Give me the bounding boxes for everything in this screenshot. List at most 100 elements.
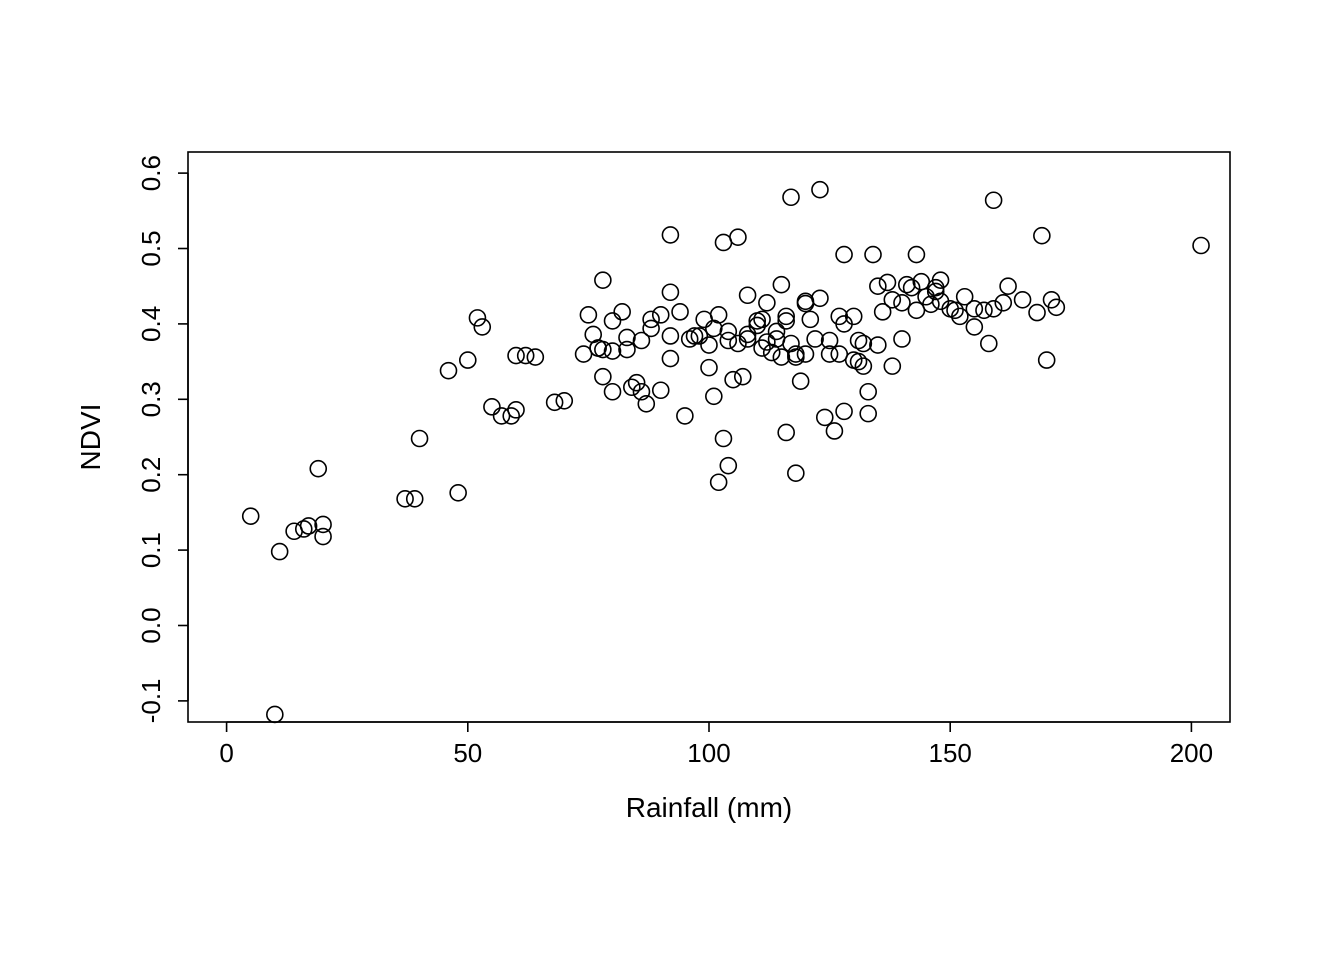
data-point (711, 307, 727, 323)
data-point (469, 310, 485, 326)
y-tick-label: 0.6 (136, 155, 166, 191)
data-point (783, 189, 799, 205)
data-point (894, 295, 910, 311)
data-point (725, 372, 741, 388)
x-tick-label: 0 (219, 738, 233, 768)
data-point (879, 274, 895, 290)
data-point (981, 336, 997, 352)
data-point (870, 278, 886, 294)
data-point (773, 349, 789, 365)
x-tick-label: 100 (687, 738, 730, 768)
data-point (605, 313, 621, 329)
data-point (441, 363, 457, 379)
data-point (315, 516, 331, 532)
data-point (807, 331, 823, 347)
data-point (908, 247, 924, 263)
y-tick-label: 0.1 (136, 532, 166, 568)
data-point (797, 346, 813, 362)
data-point (624, 379, 640, 395)
data-point (730, 229, 746, 245)
data-point (836, 403, 852, 419)
data-point (894, 331, 910, 347)
data-point (243, 508, 259, 524)
plot-border (188, 152, 1230, 722)
data-point (884, 292, 900, 308)
data-point (662, 328, 678, 344)
data-point (267, 706, 283, 722)
data-point (812, 182, 828, 198)
scatter-chart: 050100150200-0.10.00.10.20.30.40.50.6Rai… (0, 0, 1344, 960)
data-point (740, 326, 756, 342)
data-point (494, 408, 510, 424)
data-point (1015, 292, 1031, 308)
data-point (855, 336, 871, 352)
data-point (884, 358, 900, 374)
data-point (1000, 278, 1016, 294)
data-point (310, 461, 326, 477)
data-point (653, 382, 669, 398)
data-point (614, 304, 630, 320)
data-point (831, 346, 847, 362)
data-point (527, 349, 543, 365)
x-tick-label: 50 (453, 738, 482, 768)
x-tick-label: 200 (1170, 738, 1213, 768)
data-point (643, 311, 659, 327)
data-point (735, 369, 751, 385)
data-point (1193, 237, 1209, 253)
data-point (662, 227, 678, 243)
y-tick-label: 0.3 (136, 381, 166, 417)
data-point (826, 423, 842, 439)
data-point (711, 474, 727, 490)
data-point (643, 320, 659, 336)
data-point (576, 346, 592, 362)
y-tick-label: 0.4 (136, 306, 166, 342)
data-point (1039, 352, 1055, 368)
data-point (580, 307, 596, 323)
data-point (720, 332, 736, 348)
y-tick-label: 0.2 (136, 457, 166, 493)
data-point (778, 424, 794, 440)
data-point (730, 336, 746, 352)
data-point (966, 319, 982, 335)
data-point (720, 458, 736, 474)
data-point (412, 431, 428, 447)
x-axis-label: Rainfall (mm) (626, 792, 792, 823)
data-point (778, 313, 794, 329)
data-point (802, 311, 818, 327)
data-point (778, 308, 794, 324)
data-point (759, 295, 775, 311)
data-point (870, 337, 886, 353)
data-point (706, 388, 722, 404)
data-point (450, 485, 466, 501)
data-point (788, 465, 804, 481)
data-point (701, 360, 717, 376)
data-point (556, 393, 572, 409)
data-point (301, 518, 317, 534)
data-point (397, 491, 413, 507)
data-point (715, 431, 731, 447)
data-point (595, 272, 611, 288)
data-point (860, 406, 876, 422)
data-point (662, 351, 678, 367)
data-point (860, 384, 876, 400)
data-point (508, 348, 524, 364)
data-point (653, 307, 669, 323)
data-point (812, 290, 828, 306)
data-point (986, 192, 1002, 208)
data-point (605, 384, 621, 400)
data-point (740, 331, 756, 347)
data-point (672, 304, 688, 320)
data-point (272, 544, 288, 560)
data-point (740, 287, 756, 303)
data-point (1029, 305, 1045, 321)
x-tick-label: 150 (929, 738, 972, 768)
data-point (460, 352, 476, 368)
data-point (407, 491, 423, 507)
y-tick-label: -0.1 (136, 678, 166, 723)
y-tick-label: 0.0 (136, 607, 166, 643)
data-point (605, 343, 621, 359)
data-point (865, 247, 881, 263)
data-point (619, 329, 635, 345)
data-point (701, 337, 717, 353)
data-point (595, 369, 611, 385)
